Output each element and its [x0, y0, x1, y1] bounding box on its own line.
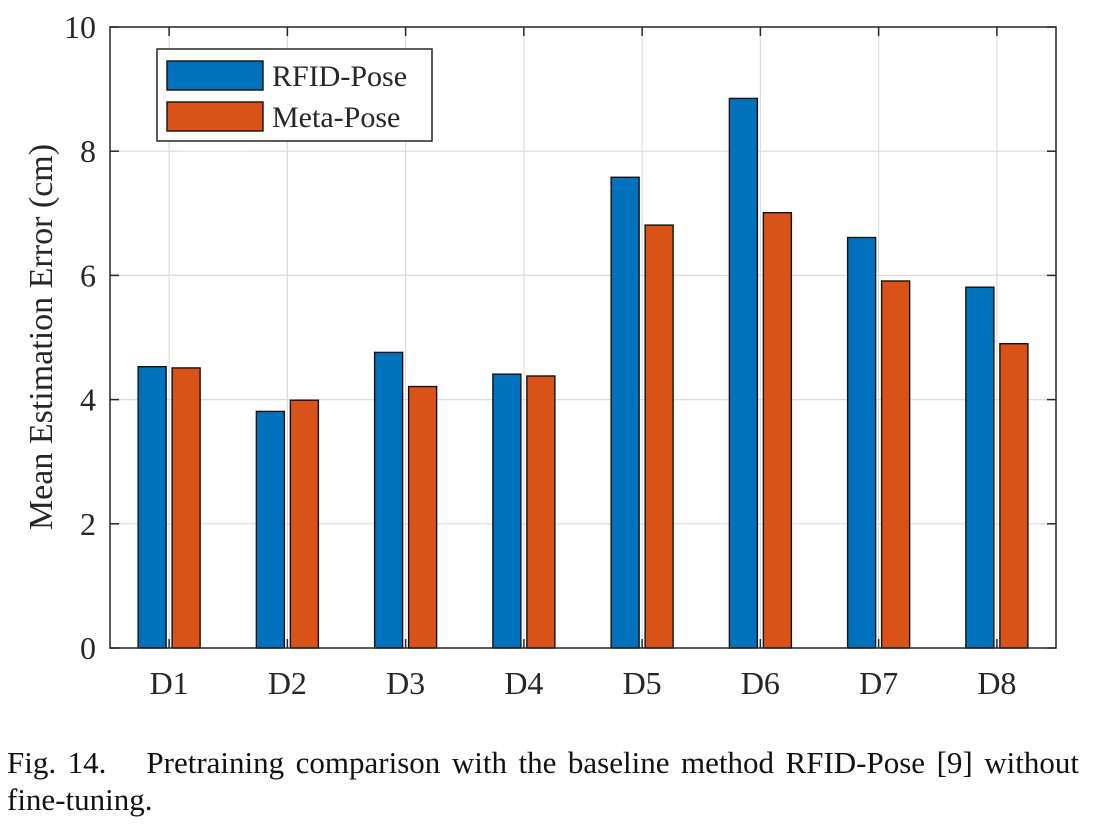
bar-meta-pose-d8 — [999, 343, 1029, 649]
y-tick-label: 4 — [80, 382, 96, 418]
x-tick-label: D7 — [859, 665, 898, 701]
bar-meta-pose-d5 — [644, 224, 674, 649]
bar-chart: 0 2 4 6 8 10 D1 D2 D3 D4 D5 D6 D7 D8 Mean Estimation… — [23, 9, 1057, 701]
bars — [137, 97, 1029, 649]
legend-label: RFID-Pose — [272, 60, 407, 93]
y-axis-label: Mean Estimation Error (cm) — [23, 144, 60, 530]
bar-meta-pose-d3 — [407, 385, 438, 649]
y-tick-label: 8 — [80, 133, 96, 169]
x-tick-label: D3 — [386, 665, 425, 701]
bar-meta-pose-d6 — [762, 211, 793, 649]
bar-meta-pose-d1 — [171, 367, 201, 649]
axis-ticks — [110, 26, 1056, 649]
legend-swatch — [166, 101, 264, 132]
y-tick-labels: 0 2 4 6 8 10 — [64, 9, 96, 666]
bar-rfid-pose-d2 — [255, 410, 286, 649]
bar-rfid-pose-d3 — [373, 351, 404, 649]
caption-text: Pretraining comparison with the baseline… — [7, 745, 1079, 817]
x-tick-label: D8 — [977, 665, 1016, 701]
bar-rfid-pose-d7 — [846, 236, 877, 649]
plot-frame — [109, 26, 1057, 649]
x-tick-labels: D1 D2 D3 D4 D5 D6 D7 D8 — [150, 665, 1017, 701]
bar-rfid-pose-d1 — [137, 365, 167, 649]
bar-rfid-pose-d6 — [728, 97, 759, 649]
x-tick-label: D2 — [268, 665, 307, 701]
y-tick-label: 10 — [64, 9, 96, 45]
caption-label: Fig. 14. — [7, 745, 107, 780]
y-tick-label: 6 — [80, 257, 96, 293]
bar-meta-pose-d4 — [526, 375, 556, 649]
legend: RFID-Pose Meta-Pose — [156, 48, 433, 142]
figure-caption: Fig. 14. Pretraining comparison with the … — [7, 744, 1079, 818]
y-tick-label: 2 — [80, 506, 96, 542]
bar-rfid-pose-d5 — [610, 176, 640, 649]
legend-label: Meta-Pose — [272, 101, 400, 134]
x-tick-label: D4 — [504, 665, 543, 701]
bar-meta-pose-d7 — [880, 280, 911, 649]
x-tick-label: D5 — [623, 665, 662, 701]
bar-rfid-pose-d8 — [965, 286, 995, 649]
bar-rfid-pose-d4 — [492, 373, 522, 649]
x-tick-label: D1 — [150, 665, 189, 701]
bar-meta-pose-d2 — [289, 399, 320, 649]
y-tick-label: 0 — [80, 630, 96, 666]
legend-swatch — [166, 60, 264, 91]
x-tick-label: D6 — [741, 665, 780, 701]
